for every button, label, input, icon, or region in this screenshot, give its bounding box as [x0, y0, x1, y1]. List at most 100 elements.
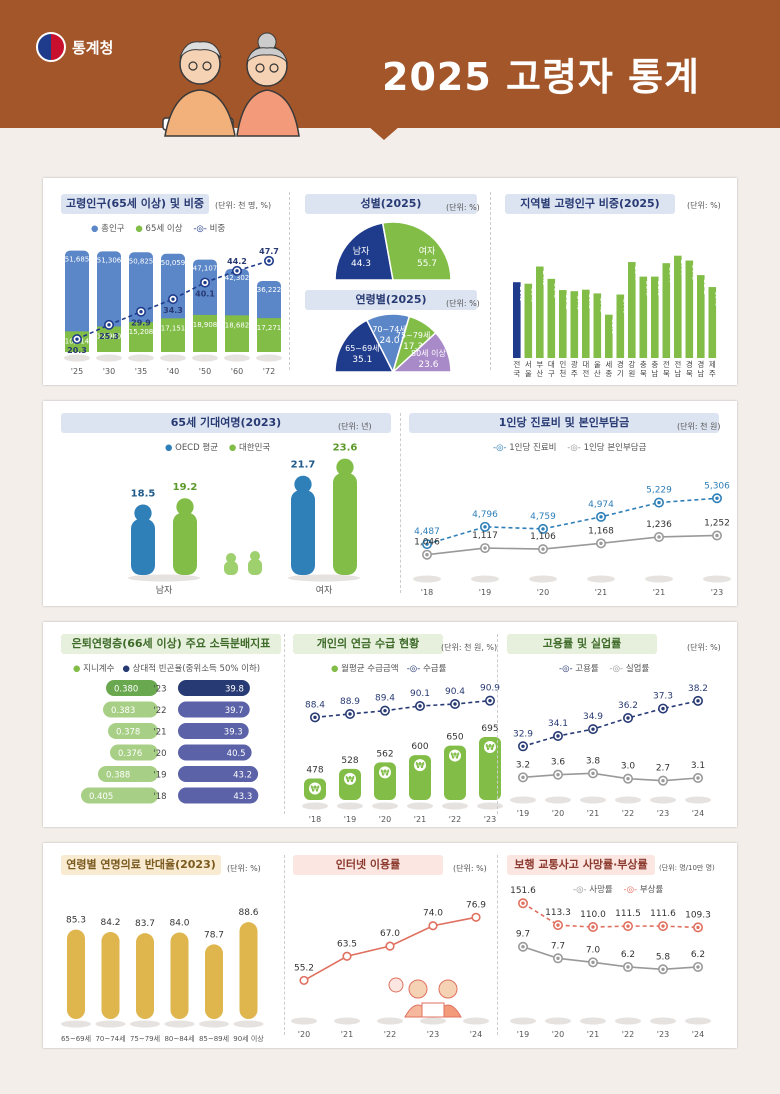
- bar-person-body: [173, 512, 197, 575]
- label-male: 남자: [353, 246, 370, 257]
- tick-year: '21: [587, 1030, 599, 1039]
- tick-year: '22: [622, 809, 634, 818]
- axis-shadow: [128, 574, 200, 582]
- legend-item-total: 총인구: [101, 224, 125, 234]
- label-cost: 5,306: [704, 481, 730, 491]
- point-injury-core: [696, 925, 700, 930]
- bar-care: [101, 932, 120, 1019]
- bar-person-body: [131, 518, 155, 575]
- label-injury: 113.3: [545, 908, 571, 918]
- bar-region: [651, 276, 659, 358]
- tick-year: '40: [167, 367, 179, 376]
- bar-65plus: [97, 326, 121, 352]
- axis-shadow: [128, 354, 154, 362]
- tick-year: '18: [309, 815, 321, 824]
- label-copay: 1,252: [704, 518, 730, 528]
- label-employ: 36.2: [618, 701, 638, 711]
- tick-year: '22: [622, 1030, 634, 1039]
- axis-shadow: [233, 1020, 264, 1028]
- point-cost-core: [425, 542, 429, 546]
- tick-year: '72: [263, 367, 275, 376]
- chart-title-internet: 인터넷 이용률: [293, 855, 443, 875]
- tick-region-2: 주: [709, 369, 716, 378]
- label-gini: 0.376: [118, 749, 142, 759]
- label-total: 51,306: [97, 256, 122, 264]
- label-region: 21.8: [644, 281, 652, 297]
- unit-pension: (단위: 천 원, %): [441, 643, 498, 652]
- label-region: 21.8: [656, 281, 664, 297]
- bar-region: [628, 262, 636, 358]
- bar-amount: [444, 745, 466, 800]
- tick-year: '23: [657, 809, 669, 818]
- bar-gini: [103, 701, 158, 718]
- legend-item-korea: 대한민국: [238, 443, 271, 453]
- label-injury: 109.3: [685, 910, 711, 920]
- axis-shadow: [545, 796, 571, 804]
- tick-region-1: 부: [536, 360, 543, 369]
- tick-year: '19: [153, 771, 166, 781]
- label-internet: 76.9: [466, 900, 486, 910]
- label-rate: 90.9: [480, 684, 500, 694]
- legend-item-rate: 수급률: [422, 664, 447, 674]
- axis-shadow: [685, 796, 711, 804]
- unit-employment: (단위: %): [687, 643, 721, 652]
- coin-symbol: ₩: [451, 752, 460, 761]
- point-cost-core: [599, 515, 603, 519]
- line-employ: [522, 700, 699, 748]
- bar-gini: [108, 723, 158, 739]
- tick-year: '20: [379, 815, 391, 824]
- axis-shadow: [615, 1017, 641, 1025]
- bar-region: [662, 263, 671, 358]
- label-care: 83.7: [135, 919, 155, 929]
- bar-poverty: [178, 701, 250, 718]
- point-internet: [471, 912, 481, 922]
- label-amount: 650: [446, 733, 463, 743]
- tick-year: '50: [199, 367, 211, 376]
- label-care: 84.0: [169, 919, 189, 929]
- label-amount: 528: [341, 756, 358, 766]
- label-internet: 74.0: [423, 909, 443, 919]
- tick-year: '21: [414, 815, 426, 824]
- tick-year: '23: [484, 815, 496, 824]
- label-total: 42,302: [225, 274, 250, 282]
- bar-care: [67, 929, 85, 1019]
- label-internet: 67.0: [380, 929, 400, 939]
- label-rate: 90.4: [445, 687, 465, 697]
- label-unemploy: 3.0: [621, 762, 636, 772]
- label-share: 44.2: [227, 257, 247, 266]
- point-injury-core: [591, 925, 595, 929]
- axis-shadow: [302, 802, 328, 810]
- bar-region: [697, 275, 705, 358]
- label-death: 7.7: [551, 941, 565, 951]
- tick-year: '21: [587, 809, 599, 818]
- label-cost: 4,759: [530, 512, 556, 522]
- label-poverty: 43.3: [233, 792, 252, 802]
- chart-care: 85.3 65~69세 84.2 70~74세 83.7 75~79세 84.0 80~84세…: [61, 908, 264, 1043]
- chart-traffic: 151.6 113.3 110.0 111.5 111.6 109.3 9.7 7.7 7.0 6…: [510, 886, 711, 1039]
- agency-logo: 통계청: [36, 32, 113, 62]
- label-copay: 1,168: [588, 526, 614, 536]
- tick-region-2: 종: [605, 369, 612, 378]
- value-age: 23.6: [418, 360, 438, 370]
- point-copay-core: [715, 533, 719, 538]
- point-share-core: [267, 259, 271, 263]
- label-region: 17.3: [598, 297, 606, 313]
- label-poverty: 39.3: [224, 728, 243, 738]
- chat-bubble: [388, 977, 404, 993]
- deco-person-body: [248, 559, 262, 575]
- chart-employment: 32.9 34.1 34.9 36.2 37.3 38.2 3.2 3.6 3.8 3.0 2.7 3…: [510, 684, 711, 818]
- coin-icon: [484, 740, 496, 753]
- deco-person-body: [224, 561, 238, 575]
- axis-shadow: [334, 1017, 360, 1025]
- point-copay-core: [657, 535, 661, 539]
- deco-person-head: [225, 553, 237, 564]
- label-internet: 63.5: [337, 939, 357, 949]
- legend-employment: -◎- 고용률 -◎- 실업률: [559, 664, 650, 674]
- chart-title-traffic: 보행 교통사고 사망률·부상률: [507, 855, 655, 875]
- axis-shadow: [477, 802, 503, 810]
- coin-symbol: ₩: [416, 761, 425, 770]
- tick-year: '23: [427, 1030, 439, 1039]
- tick-region-1: 제: [709, 360, 716, 369]
- axis-shadow: [377, 1017, 403, 1025]
- unit-medical: (단위: 천 원): [677, 422, 721, 431]
